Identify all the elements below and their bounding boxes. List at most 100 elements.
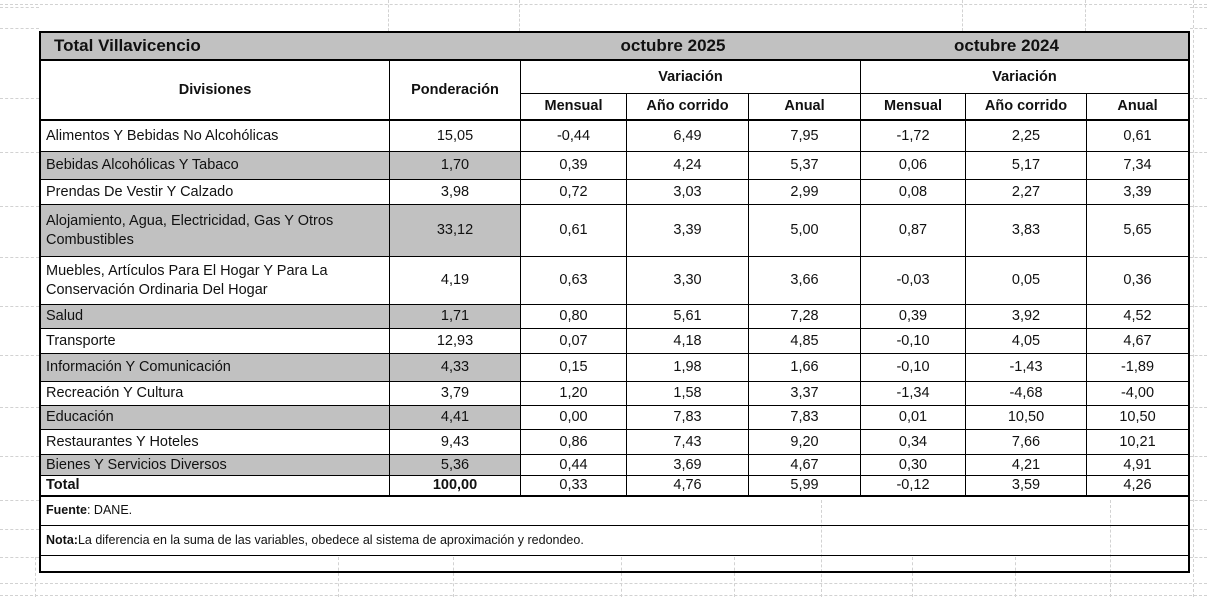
cell-2024-mensual[interactable]: 0,30 (861, 455, 966, 476)
cell-ponderacion[interactable]: 5,36 (390, 455, 521, 476)
cell-2024-anual[interactable]: 3,39 (1087, 180, 1188, 205)
cell-ponderacion[interactable]: 1,71 (390, 305, 521, 329)
cell-2024-mensual[interactable]: -1,34 (861, 382, 966, 406)
cell-division[interactable]: Bienes Y Servicios Diversos (41, 455, 390, 476)
cell-2024-anual[interactable]: 10,21 (1087, 430, 1188, 455)
cell-2024-ano-corrido[interactable]: 3,59 (966, 476, 1087, 497)
cell-division[interactable]: Alimentos Y Bebidas No Alcohólicas (41, 121, 390, 152)
cell-2025-mensual[interactable]: 0,39 (521, 152, 627, 180)
cell-2025-ano-corrido[interactable]: 1,98 (627, 354, 749, 382)
col-header-2025-anual[interactable]: Anual (749, 94, 861, 121)
cell-2025-anual[interactable]: 1,66 (749, 354, 861, 382)
cell-2025-anual[interactable]: 4,85 (749, 329, 861, 354)
cell-2025-ano-corrido[interactable]: 3,03 (627, 180, 749, 205)
cell-2025-ano-corrido[interactable]: 4,18 (627, 329, 749, 354)
col-header-ponderacion[interactable]: Ponderación (390, 61, 521, 121)
cell-2025-mensual[interactable]: 1,20 (521, 382, 627, 406)
cell-2025-mensual[interactable]: 0,07 (521, 329, 627, 354)
cell-ponderacion[interactable]: 33,12 (390, 205, 521, 257)
cell-division[interactable]: Alojamiento, Agua, Electricidad, Gas Y O… (41, 205, 390, 257)
col-header-2024-ano-corrido[interactable]: Año corrido (966, 94, 1087, 121)
cell-2025-ano-corrido[interactable]: 3,69 (627, 455, 749, 476)
cell-2025-anual[interactable]: 7,28 (749, 305, 861, 329)
cell-2025-ano-corrido[interactable]: 3,30 (627, 257, 749, 305)
col-header-2024-anual[interactable]: Anual (1087, 94, 1188, 121)
cell-ponderacion[interactable]: 1,70 (390, 152, 521, 180)
cell-2025-mensual[interactable]: 0,86 (521, 430, 627, 455)
cell-division[interactable]: Salud (41, 305, 390, 329)
cell-ponderacion[interactable]: 15,05 (390, 121, 521, 152)
cell-2024-ano-corrido[interactable]: 3,92 (966, 305, 1087, 329)
cell-2025-mensual[interactable]: 0,44 (521, 455, 627, 476)
period-header-2025[interactable]: octubre 2025 (521, 33, 861, 61)
cell-2025-anual[interactable]: 7,95 (749, 121, 861, 152)
cell-2025-anual[interactable]: 3,66 (749, 257, 861, 305)
cell-2024-mensual[interactable]: -0,03 (861, 257, 966, 305)
cell-2025-anual[interactable]: 2,99 (749, 180, 861, 205)
cell-2024-mensual[interactable]: 0,34 (861, 430, 966, 455)
cell-division[interactable]: Total (41, 476, 390, 497)
cell-2024-anual[interactable]: 0,61 (1087, 121, 1188, 152)
variation-header-2024[interactable]: Variación (861, 61, 1188, 94)
cell-2025-mensual[interactable]: 0,15 (521, 354, 627, 382)
cell-2024-mensual[interactable]: 0,87 (861, 205, 966, 257)
cell-ponderacion[interactable]: 100,00 (390, 476, 521, 497)
cell-2025-ano-corrido[interactable]: 4,24 (627, 152, 749, 180)
cell-division[interactable]: Prendas De Vestir Y Calzado (41, 180, 390, 205)
cell-2024-anual[interactable]: 4,91 (1087, 455, 1188, 476)
col-header-divisiones[interactable]: Divisiones (41, 61, 390, 121)
cell-division[interactable]: Bebidas Alcohólicas Y Tabaco (41, 152, 390, 180)
cell-2025-ano-corrido[interactable]: 5,61 (627, 305, 749, 329)
cell-2024-ano-corrido[interactable]: 2,25 (966, 121, 1087, 152)
cell-2025-ano-corrido[interactable]: 4,76 (627, 476, 749, 497)
cell-2025-ano-corrido[interactable]: 7,83 (627, 406, 749, 430)
cell-2025-ano-corrido[interactable]: 7,43 (627, 430, 749, 455)
cell-ponderacion[interactable]: 3,79 (390, 382, 521, 406)
cell-division[interactable]: Muebles, Artículos Para El Hogar Y Para … (41, 257, 390, 305)
cell-2025-mensual[interactable]: 0,80 (521, 305, 627, 329)
cell-2024-ano-corrido[interactable]: 4,05 (966, 329, 1087, 354)
col-header-2024-mensual[interactable]: Mensual (861, 94, 966, 121)
cell-2025-ano-corrido[interactable]: 6,49 (627, 121, 749, 152)
cell-2025-mensual[interactable]: 0,33 (521, 476, 627, 497)
cell-division[interactable]: Recreación Y Cultura (41, 382, 390, 406)
cell-2024-mensual[interactable]: -0,10 (861, 354, 966, 382)
cell-division[interactable]: Transporte (41, 329, 390, 354)
cell-2024-anual[interactable]: 5,65 (1087, 205, 1188, 257)
cell-2025-ano-corrido[interactable]: 1,58 (627, 382, 749, 406)
cell-2024-mensual[interactable]: 0,39 (861, 305, 966, 329)
cell-2024-anual[interactable]: 0,36 (1087, 257, 1188, 305)
cell-2025-anual[interactable]: 5,37 (749, 152, 861, 180)
cell-2025-mensual[interactable]: 0,72 (521, 180, 627, 205)
cell-2024-ano-corrido[interactable]: 2,27 (966, 180, 1087, 205)
cell-ponderacion[interactable]: 4,41 (390, 406, 521, 430)
cell-2024-ano-corrido[interactable]: -1,43 (966, 354, 1087, 382)
cell-2025-mensual[interactable]: 0,63 (521, 257, 627, 305)
cell-2024-ano-corrido[interactable]: 5,17 (966, 152, 1087, 180)
cell-ponderacion[interactable]: 4,33 (390, 354, 521, 382)
cell-division[interactable]: Restaurantes Y Hoteles (41, 430, 390, 455)
cell-ponderacion[interactable]: 4,19 (390, 257, 521, 305)
cell-2025-anual[interactable]: 4,67 (749, 455, 861, 476)
cell-2025-anual[interactable]: 5,99 (749, 476, 861, 497)
cell-2024-mensual[interactable]: -0,10 (861, 329, 966, 354)
cell-2024-anual[interactable]: -1,89 (1087, 354, 1188, 382)
cell-division[interactable]: Educación (41, 406, 390, 430)
cell-2025-ano-corrido[interactable]: 3,39 (627, 205, 749, 257)
cell-2024-anual[interactable]: 4,67 (1087, 329, 1188, 354)
cell-2024-anual[interactable]: 4,26 (1087, 476, 1188, 497)
cell-2025-anual[interactable]: 9,20 (749, 430, 861, 455)
cell-2024-anual[interactable]: -4,00 (1087, 382, 1188, 406)
cell-2025-mensual[interactable]: 0,00 (521, 406, 627, 430)
cell-ponderacion[interactable]: 3,98 (390, 180, 521, 205)
cell-2024-ano-corrido[interactable]: 10,50 (966, 406, 1087, 430)
col-header-2025-ano-corrido[interactable]: Año corrido (627, 94, 749, 121)
cell-ponderacion[interactable]: 9,43 (390, 430, 521, 455)
col-header-2025-mensual[interactable]: Mensual (521, 94, 627, 121)
cell-2025-anual[interactable]: 3,37 (749, 382, 861, 406)
cell-2024-ano-corrido[interactable]: -4,68 (966, 382, 1087, 406)
variation-header-2025[interactable]: Variación (521, 61, 861, 94)
cell-2024-ano-corrido[interactable]: 7,66 (966, 430, 1087, 455)
cell-2024-anual[interactable]: 7,34 (1087, 152, 1188, 180)
cell-2024-anual[interactable]: 4,52 (1087, 305, 1188, 329)
